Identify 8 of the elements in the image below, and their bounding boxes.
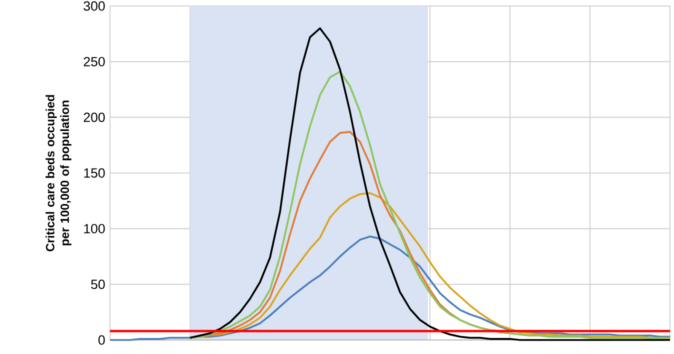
y-axis-title: Critical care beds occupied per 100,000 of population xyxy=(46,95,72,252)
y-tick-label: 50 xyxy=(91,280,105,290)
y-tick-label: 100 xyxy=(84,224,105,234)
y-tick-label: 0 xyxy=(98,335,105,345)
y-tick-label: 300 xyxy=(84,1,105,11)
y-tick-label: 150 xyxy=(84,168,105,178)
y-tick-label: 250 xyxy=(84,56,105,66)
y-tick-label: 200 xyxy=(84,112,105,122)
